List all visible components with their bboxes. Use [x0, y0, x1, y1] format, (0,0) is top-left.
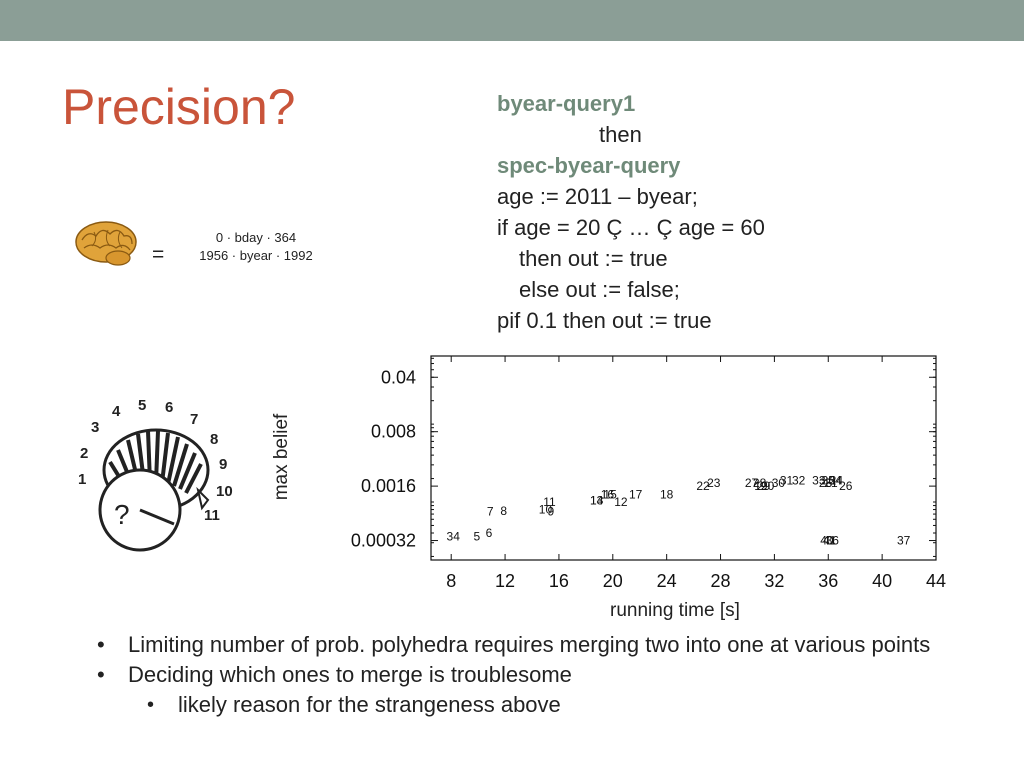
y-tick-label: 0.008	[371, 422, 416, 442]
code-line-7: else out := false;	[519, 277, 680, 302]
data-point-label: 24	[830, 473, 844, 487]
x-tick-label: 8	[446, 571, 456, 591]
equals-sign: =	[152, 243, 165, 266]
x-tick-label: 28	[711, 571, 731, 591]
dial-number-6: 6	[165, 399, 173, 416]
dial-number-5: 5	[138, 397, 146, 414]
x-tick-label: 24	[657, 571, 677, 591]
data-point-label: 18	[660, 487, 674, 501]
data-point-label: 21	[824, 476, 838, 490]
data-point-label: 6	[486, 526, 493, 540]
dial-number-4: 4	[112, 403, 121, 420]
dial-number-9: 9	[219, 456, 227, 473]
data-point-label: 11	[543, 495, 556, 509]
dial-number-3: 3	[91, 419, 99, 436]
data-point-label: 9	[548, 505, 555, 519]
x-tick-label: 20	[603, 571, 623, 591]
data-point-label: 35	[822, 473, 836, 487]
bullet-list: Limiting number of prob. polyhedra requi…	[97, 630, 957, 720]
data-point-label: 25	[819, 476, 833, 490]
data-point-label: 16	[601, 487, 615, 501]
top-bar	[0, 0, 1024, 41]
code-line-1: byear-query1	[497, 91, 636, 116]
data-point-label: 28	[753, 476, 767, 490]
x-tick-label: 12	[495, 571, 515, 591]
code-line-6: then out := true	[519, 246, 668, 271]
x-tick-label: 40	[872, 571, 892, 591]
data-point-label: 19	[754, 479, 768, 493]
data-point-label: 37	[897, 534, 911, 548]
dial-question-mark: ?	[114, 499, 130, 530]
data-point-label: 4	[453, 530, 460, 544]
x-tick-label: 16	[549, 571, 569, 591]
data-point-label: 14	[590, 493, 604, 507]
data-point-label: 10	[539, 503, 553, 517]
code-line-2: then	[599, 122, 642, 147]
y-tick-label: 0.0016	[361, 476, 416, 496]
dial-number-1: 1	[78, 471, 86, 488]
bullet-item: Deciding which ones to merge is troubles…	[97, 660, 957, 690]
brain-icon	[75, 221, 137, 266]
data-point-label: 34	[828, 473, 842, 487]
data-point-label: 32	[792, 473, 806, 487]
dial-number-11: 11	[204, 507, 220, 524]
precision-dial-icon: 1 2 3 4 5 6 7 8 9 10 11 ?	[78, 397, 233, 552]
code-line-3: spec-byear-query	[497, 153, 681, 178]
slide-title: Precision?	[62, 79, 296, 135]
data-point-label: 12	[614, 495, 628, 509]
data-point-label: 33	[812, 473, 826, 487]
data-point-label: 3	[447, 530, 454, 544]
y-tick-label: 0.00032	[351, 531, 416, 551]
bullet-item: Limiting number of prob. polyhedra requi…	[97, 630, 957, 660]
data-point-label: 23	[707, 476, 721, 490]
y-axis-label: max belief	[271, 413, 292, 501]
code-line-4: age := 2011 – byear;	[497, 184, 698, 209]
dial-number-2: 2	[80, 445, 88, 462]
dial-number-10: 10	[216, 483, 233, 500]
x-axis-label: running time [s]	[610, 600, 740, 621]
data-point-label: 36	[826, 534, 840, 548]
sub-bullet-item: likely reason for the strangeness above	[147, 690, 957, 720]
data-point-label: 40	[820, 534, 834, 548]
x-tick-label: 36	[818, 571, 838, 591]
data-point-label: 29	[757, 479, 771, 493]
constraint-byear: 1956 · byear · 1992	[199, 248, 313, 263]
constraints-box: 0 · bday · 364 1956 · byear · 1992	[186, 229, 326, 265]
constraint-bday: 0 · bday · 364	[215, 230, 297, 245]
data-point-label: 30	[772, 476, 786, 490]
data-point-label: 8	[500, 504, 507, 518]
data-point-label: 17	[629, 487, 643, 501]
data-point-label: 20	[761, 479, 775, 493]
data-point-label: 31	[780, 473, 794, 487]
query-code-block: byear-query1 then spec-byear-query age :…	[497, 88, 765, 336]
data-point-label: 41	[823, 534, 837, 548]
data-point-label: 26	[839, 479, 853, 493]
data-point-label: 15	[603, 487, 617, 501]
data-point-label: 27	[745, 476, 759, 490]
data-point-label: 13	[590, 493, 604, 507]
data-point-label: 5	[473, 530, 480, 544]
dial-number-7: 7	[190, 411, 198, 428]
data-point-label: 22	[696, 479, 710, 493]
y-tick-label: 0.04	[381, 367, 416, 387]
x-tick-label: 32	[764, 571, 784, 591]
plot-area-frame	[430, 355, 937, 561]
code-line-5: if age = 20 Ç … Ç age = 60	[497, 215, 765, 240]
dial-number-8: 8	[210, 431, 218, 448]
x-tick-label: 44	[926, 571, 946, 591]
code-line-8: pif 0.1 then out := true	[497, 308, 712, 333]
data-point-label: 7	[487, 505, 494, 519]
